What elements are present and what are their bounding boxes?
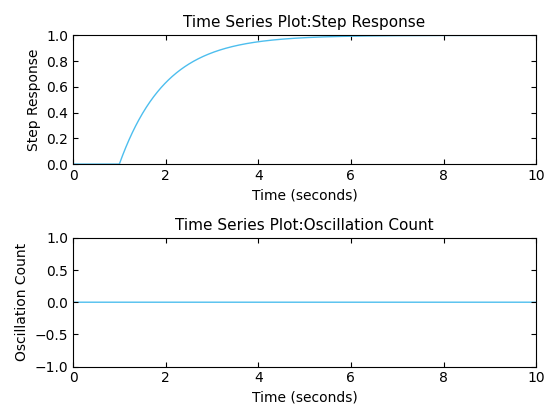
Title: Time Series Plot:Step Response: Time Series Plot:Step Response [184, 15, 426, 30]
X-axis label: Time (seconds): Time (seconds) [252, 391, 357, 405]
Y-axis label: Oscillation Count: Oscillation Count [15, 243, 29, 361]
Title: Time Series Plot:Oscillation Count: Time Series Plot:Oscillation Count [175, 218, 434, 233]
X-axis label: Time (seconds): Time (seconds) [252, 189, 357, 202]
Y-axis label: Step Response: Step Response [27, 49, 41, 151]
